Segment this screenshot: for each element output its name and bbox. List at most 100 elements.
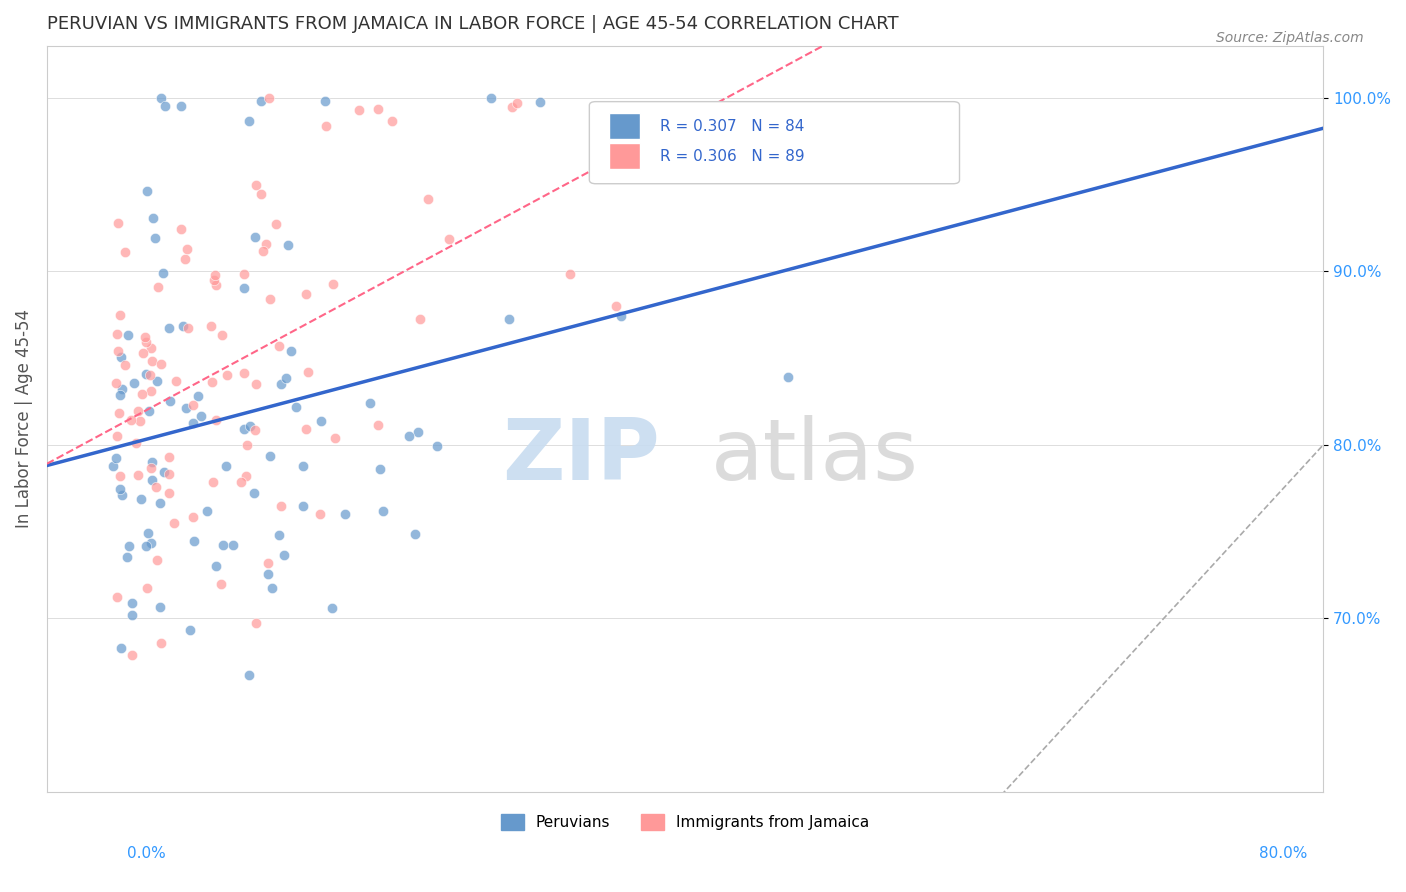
Point [605, 299, 627, 313]
Point [136, 581, 159, 595]
Point [297, 365, 319, 379]
Text: R = 0.306   N = 89: R = 0.306 N = 89 [659, 149, 804, 163]
Point [204, 558, 226, 573]
Point [295, 287, 318, 301]
Point [309, 508, 332, 522]
Point [114, 358, 136, 372]
Point [165, 374, 187, 388]
Point [270, 377, 292, 392]
Point [135, 368, 157, 382]
Point [134, 330, 156, 344]
Point [107, 406, 129, 420]
Point [270, 500, 292, 514]
Point [176, 242, 198, 256]
Point [105, 428, 128, 442]
Point [202, 475, 225, 489]
Text: atlas: atlas [710, 415, 918, 498]
Point [146, 375, 169, 389]
Point [273, 548, 295, 562]
Point [295, 422, 318, 436]
Point [150, 636, 173, 650]
Point [183, 533, 205, 548]
Point [252, 244, 274, 258]
Point [141, 341, 163, 355]
Point [122, 376, 145, 390]
Text: ZIP: ZIP [502, 415, 659, 498]
Point [143, 230, 166, 244]
Point [146, 553, 169, 567]
Point [177, 320, 200, 334]
Point [292, 459, 315, 474]
Point [285, 400, 308, 414]
Point [163, 516, 186, 530]
Point [209, 577, 232, 591]
Point [243, 486, 266, 500]
Point [245, 616, 267, 631]
Point [201, 375, 224, 389]
Text: PERUVIAN VS IMMIGRANTS FROM JAMAICA IN LABOR FORCE | AGE 45-54 CORRELATION CHART: PERUVIAN VS IMMIGRANTS FROM JAMAICA IN L… [46, 15, 898, 33]
Point [121, 596, 143, 610]
Point [257, 566, 280, 581]
Point [105, 326, 128, 341]
Point [368, 462, 391, 476]
Point [426, 439, 449, 453]
Point [292, 499, 315, 513]
Point [170, 222, 193, 236]
Point [111, 382, 134, 396]
Point [152, 266, 174, 280]
Point [172, 318, 194, 333]
Point [121, 648, 143, 662]
Point [157, 486, 180, 500]
Point [170, 98, 193, 112]
Point [190, 409, 212, 423]
Point [127, 404, 149, 418]
Point [110, 468, 132, 483]
Point [257, 91, 280, 105]
Point [416, 192, 439, 206]
Point [111, 488, 134, 502]
Point [371, 504, 394, 518]
Point [108, 483, 131, 497]
Point [323, 431, 346, 445]
Point [529, 95, 551, 109]
Point [245, 178, 267, 192]
Point [103, 458, 125, 473]
Point [157, 320, 180, 334]
Point [232, 367, 254, 381]
Point [239, 418, 262, 433]
Point [105, 450, 128, 465]
Point [381, 113, 404, 128]
Legend: Peruvians, Immigrants from Jamaica: Peruvians, Immigrants from Jamaica [495, 808, 876, 837]
Point [276, 370, 298, 384]
Point [249, 186, 271, 201]
Point [314, 95, 336, 109]
Point [107, 216, 129, 230]
Point [254, 237, 277, 252]
Point [187, 389, 209, 403]
Point [280, 343, 302, 358]
Point [245, 376, 267, 391]
Point [141, 455, 163, 469]
Point [235, 469, 257, 483]
Point [136, 526, 159, 541]
Point [359, 396, 381, 410]
Text: 80.0%: 80.0% [1260, 846, 1308, 861]
Point [259, 449, 281, 463]
Point [437, 232, 460, 246]
Point [259, 293, 281, 307]
Point [118, 539, 141, 553]
Point [131, 387, 153, 401]
Text: Source: ZipAtlas.com: Source: ZipAtlas.com [1216, 31, 1364, 45]
Point [149, 496, 172, 510]
Point [105, 376, 128, 391]
Point [200, 319, 222, 334]
Point [322, 277, 344, 292]
Point [145, 480, 167, 494]
Point [262, 581, 284, 595]
Point [138, 404, 160, 418]
Point [277, 237, 299, 252]
Point [141, 384, 163, 398]
Point [778, 369, 800, 384]
Point [157, 467, 180, 482]
Point [211, 327, 233, 342]
